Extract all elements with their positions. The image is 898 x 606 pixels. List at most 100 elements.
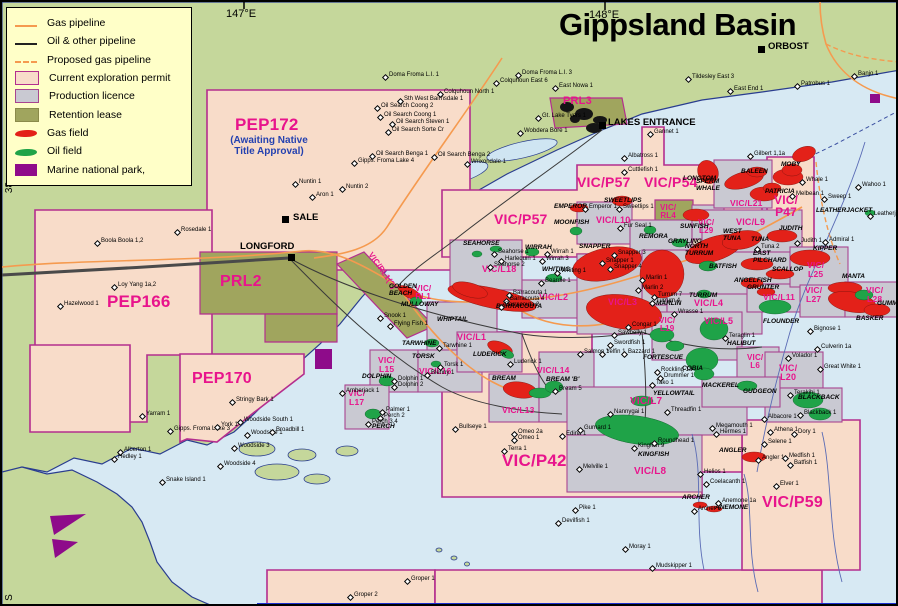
field-label: BLACKBACK [798,394,840,401]
legend-item-exploration-permit: Current exploration permit [15,69,185,87]
oil-field-shape [792,391,824,409]
oil-field-shape [528,387,552,399]
field-label: WHIPTAIL [437,316,468,323]
well-label: Doma Froma L.I. 1 [389,72,440,78]
field-label: SPERM WHALE [696,178,720,192]
well-label: Woodside South 1 [244,417,293,423]
latitude-label-s: S [3,594,15,601]
well-label: Whale 1 [806,177,829,183]
well-label: Wirrah 1 [551,249,574,255]
gas-pipeline [819,2,896,99]
well-label: Gannet 1 [654,129,679,135]
well-label: East Nowa 1 [559,83,594,89]
well-label: Dory 1 [798,429,816,435]
permit-label: VIC/ L29 [698,218,715,236]
marine-park [870,94,880,103]
permit-label: VIC/L8 [634,466,667,477]
island [287,448,317,462]
legend-item-oil-pipeline: Oil & other pipeline [15,32,185,50]
permit-label: VIC/P57 [577,174,631,190]
permit-label: VIC/L2 [539,292,569,302]
well-label: Wirrah 3 [546,256,569,262]
proposed-gas-pipeline [815,161,841,265]
well-label: Medfish 1 [789,453,816,459]
gas-field-swatch [15,130,37,138]
gas-field-shape [762,182,782,194]
well-label: Groper 2 [354,592,378,598]
well-label: Barracouta 1 [513,290,548,296]
oil-field-shape [409,296,423,306]
well-label: Bignose 1 [814,326,841,332]
well-label: Sawbelly 1 [618,330,648,336]
well-label: East End 1 [734,86,764,92]
permit-label: VIC/ RL4 [660,203,677,221]
well-label: Oil Search Steven 1 [396,119,450,125]
permit-swatch [15,71,39,86]
well-label: Woodside 1 [251,430,283,436]
gas-field-shape [586,294,662,330]
gas-field-shape [789,249,831,267]
well-label: Marlin 1 [646,275,668,281]
oil-pipeline [288,257,643,339]
well-label: Broadbill 1 [276,427,305,433]
well-label: Salmon 1 [584,349,610,355]
proposed-pipeline-swatch [15,61,37,64]
gas-field-shape [766,229,798,243]
native-title-note: (Awaiting Native Title Approval) [230,135,308,157]
retention-swatch [15,107,39,122]
well-label: Cuttlefish 1 [628,167,659,173]
field-label: BATFISH [709,263,737,270]
town-label: ORBOST [768,41,809,52]
field-label: MANTA [842,273,865,280]
legend-item-gas-pipeline: Gas pipeline [15,14,185,32]
gas-field-shape [611,195,633,207]
field-label: LONGTOM [683,175,717,182]
well-label: Turrum 7 [658,292,683,298]
marine-park-swatch [15,163,37,176]
oil-field-shape [758,299,792,315]
lake [486,138,558,162]
well-label: Rosedale 1 [181,227,212,233]
bathymetry-contour [743,473,759,593]
well-label: Yarram 1 [146,411,171,417]
field-label: BARRACOUTA [496,303,543,310]
field-label: FLOUNDER [763,318,800,325]
island [450,555,458,561]
well-label: Gipps. Froma Lake 4 [358,158,415,164]
oil-field-shape [693,367,715,381]
well-label: Whiting 1 [561,268,587,274]
well-label: Woodside 4 [224,461,256,467]
field-label: GUMMY [877,300,898,307]
marine-park [50,514,86,535]
gas-field-shape [572,246,642,282]
field-label: GUDGEON [743,388,777,395]
well-label: Wrasse 1 [678,309,704,315]
permit-label: PEP166 [107,292,171,311]
permit-label: VIC/L3 [608,297,638,307]
permit-label: PEP170 [192,370,252,387]
well-label: Snapper 1 [606,258,634,264]
well-label: Roundhead 1 [658,438,695,444]
field-label: EAST PILCHARD [753,250,787,264]
oil-pipeline [397,129,603,287]
field-label: SUNFISH [680,223,709,230]
field-label: NORTH TURRUM [685,243,714,257]
field-label: TORSK [412,353,435,360]
field-label: GRAYLING [668,238,702,245]
oil-field-shape [699,317,729,341]
field-label: REMORA [639,233,668,240]
well-label: Bullseye 1 [459,424,487,430]
gas-field-shape [765,268,795,280]
well-label: Palmer 1 [386,407,411,413]
well-label: Oil Search Coong 1 [384,112,437,118]
permit-label: VIC/ L19 [659,316,676,334]
well-label: Oil Search Sorte Cr [392,127,445,133]
well-label: Perch 3,4 [372,419,398,425]
well-label: Bream 5 [559,386,582,392]
oil-field-shape [808,407,832,421]
field-label: PERCH [372,423,395,430]
licence-swatch [15,89,39,104]
lease-echidna [264,313,338,343]
well-label: Seahorse 1 [498,249,529,255]
